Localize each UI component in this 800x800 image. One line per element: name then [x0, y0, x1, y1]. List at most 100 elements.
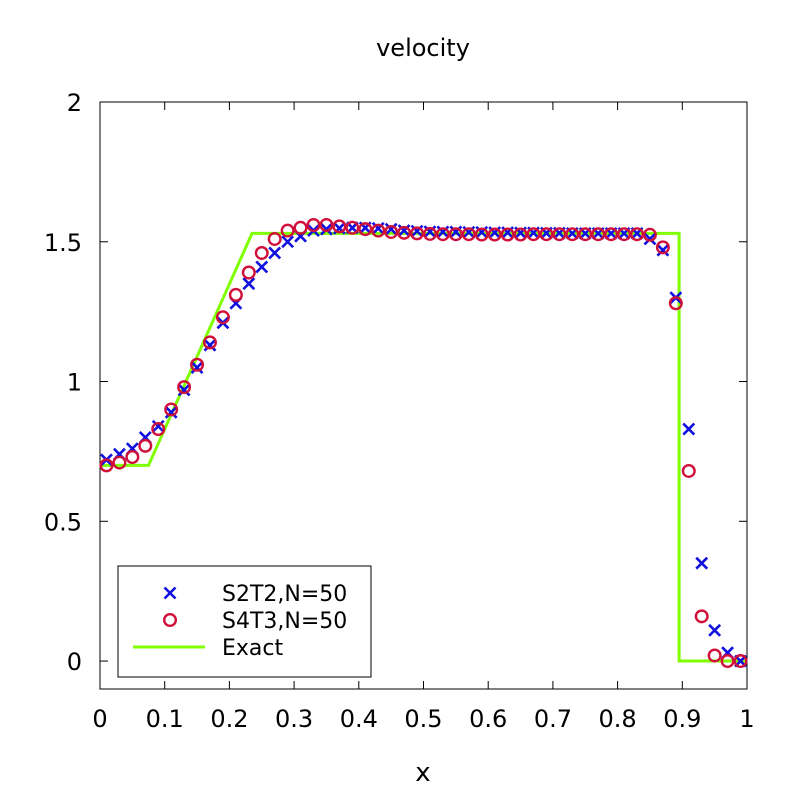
y-tick-label: 0: [67, 648, 82, 676]
legend-entry: S4T3,N=50: [162, 609, 347, 634]
s4t3-point: [177, 380, 192, 395]
s4t3-point: [604, 227, 619, 242]
chart-title: velocity: [376, 34, 470, 62]
s2t2-point: [384, 222, 398, 236]
s2t2-point: [242, 277, 256, 291]
y-tick-label: 0.5: [44, 508, 82, 536]
x-tick-label: 0.5: [404, 705, 442, 733]
s4t3-point: [694, 609, 709, 624]
s2t2-point: [320, 222, 333, 236]
s4t3-point: [254, 245, 269, 260]
s4t3-point: [448, 227, 463, 242]
s4t3-point: [681, 463, 696, 478]
series-s4t3: [99, 217, 748, 669]
s4t3-point: [474, 227, 489, 242]
x-tick-label: 1: [739, 705, 754, 733]
x-tick-label: 0.3: [275, 705, 313, 733]
s4t3-point: [410, 226, 425, 241]
s4t3-point: [539, 227, 554, 242]
s4t3-point: [487, 227, 502, 242]
x-axis-label: x: [415, 758, 430, 788]
x-tick-label: 0: [92, 705, 107, 733]
s4t3-point: [358, 222, 373, 237]
s4t3-point: [397, 225, 412, 240]
s4t3-point: [293, 220, 308, 235]
legend-label: S2T2,N=50: [222, 582, 347, 607]
s4t3-point: [500, 227, 515, 242]
s4t3-point: [125, 449, 140, 464]
s2t2-point: [268, 246, 282, 260]
y-tick-label: 1: [67, 369, 82, 397]
x-tick-label: 0.7: [534, 705, 572, 733]
legend-label: S4T3,N=50: [222, 609, 347, 634]
s4t3-point: [565, 227, 580, 242]
s4t3-point: [241, 265, 256, 280]
s4t3-point: [578, 227, 593, 242]
s2t2-point: [281, 235, 295, 249]
s2t2-point: [151, 419, 165, 433]
s4t3-point: [345, 220, 360, 235]
s4t3-point: [526, 227, 541, 242]
s2t2-point: [255, 260, 269, 274]
s4t3-point: [655, 240, 670, 255]
s4t3-point: [591, 227, 606, 242]
s2t2-point: [164, 405, 178, 419]
s2t2-point: [656, 243, 670, 257]
s4t3-point: [733, 654, 748, 669]
legend-entry: Exact: [133, 636, 283, 661]
s4t3-point: [202, 335, 217, 350]
s2t2-point: [708, 623, 722, 637]
s2t2-point: [203, 338, 217, 352]
s4t3-point: [435, 227, 450, 242]
y-tick-label: 2: [67, 89, 82, 117]
s4t3-point: [306, 217, 321, 232]
s4t3-point: [552, 227, 567, 242]
s4t3-point: [513, 227, 528, 242]
s4t3-point: [384, 224, 399, 239]
x-tick-label: 0.4: [340, 705, 378, 733]
s2t2-point: [177, 383, 191, 397]
series-layer: [99, 217, 748, 669]
legend-box: [117, 565, 372, 678]
s4t3-point: [151, 422, 166, 437]
s4t3-point: [138, 438, 153, 453]
s2t2-point: [695, 556, 709, 570]
s4t3-point: [422, 226, 437, 241]
s4t3-point: [319, 217, 334, 232]
s4t3-point: [461, 227, 476, 242]
x-tick-label: 0.1: [146, 705, 184, 733]
s4t3-point: [112, 455, 127, 470]
legend-entry: S2T2,N=50: [163, 582, 347, 607]
s4t3-point: [332, 219, 347, 234]
x-tick-label: 0.8: [599, 705, 637, 733]
s4t3-point: [617, 227, 632, 242]
s4t3-point: [707, 648, 722, 663]
s4t3-point: [228, 287, 243, 302]
s4t3-point: [99, 458, 114, 473]
exact-solution-line: [100, 231, 747, 663]
s4t3-point: [668, 296, 683, 311]
s4t3-point: [190, 357, 205, 372]
s4t3-point: [280, 223, 295, 238]
x-tick-label: 0.2: [210, 705, 248, 733]
legend-swatch-marker: [163, 586, 177, 600]
x-tick-label: 0.6: [469, 705, 507, 733]
s4t3-point: [371, 223, 386, 238]
s4t3-point: [642, 227, 657, 242]
s4t3-point: [630, 227, 645, 242]
x-tick-label: 0.9: [663, 705, 701, 733]
s4t3-point: [720, 654, 735, 669]
s2t2-point: [682, 422, 696, 436]
s4t3-point: [164, 402, 179, 417]
s2t2-point: [643, 232, 657, 246]
legend-swatch-marker: [162, 613, 177, 628]
y-tick-label: 1.5: [44, 229, 82, 257]
ticks-layer: 0 0.1 0.2 0.3 0.4 0.5 0.6 0.7 0.8 0.9 1 0 0.5 1 1.5 2: [44, 89, 755, 733]
s2t2-point: [190, 361, 204, 374]
s4t3-point: [215, 310, 230, 325]
s4t3-point: [267, 231, 282, 246]
legend-label: Exact: [222, 636, 283, 661]
